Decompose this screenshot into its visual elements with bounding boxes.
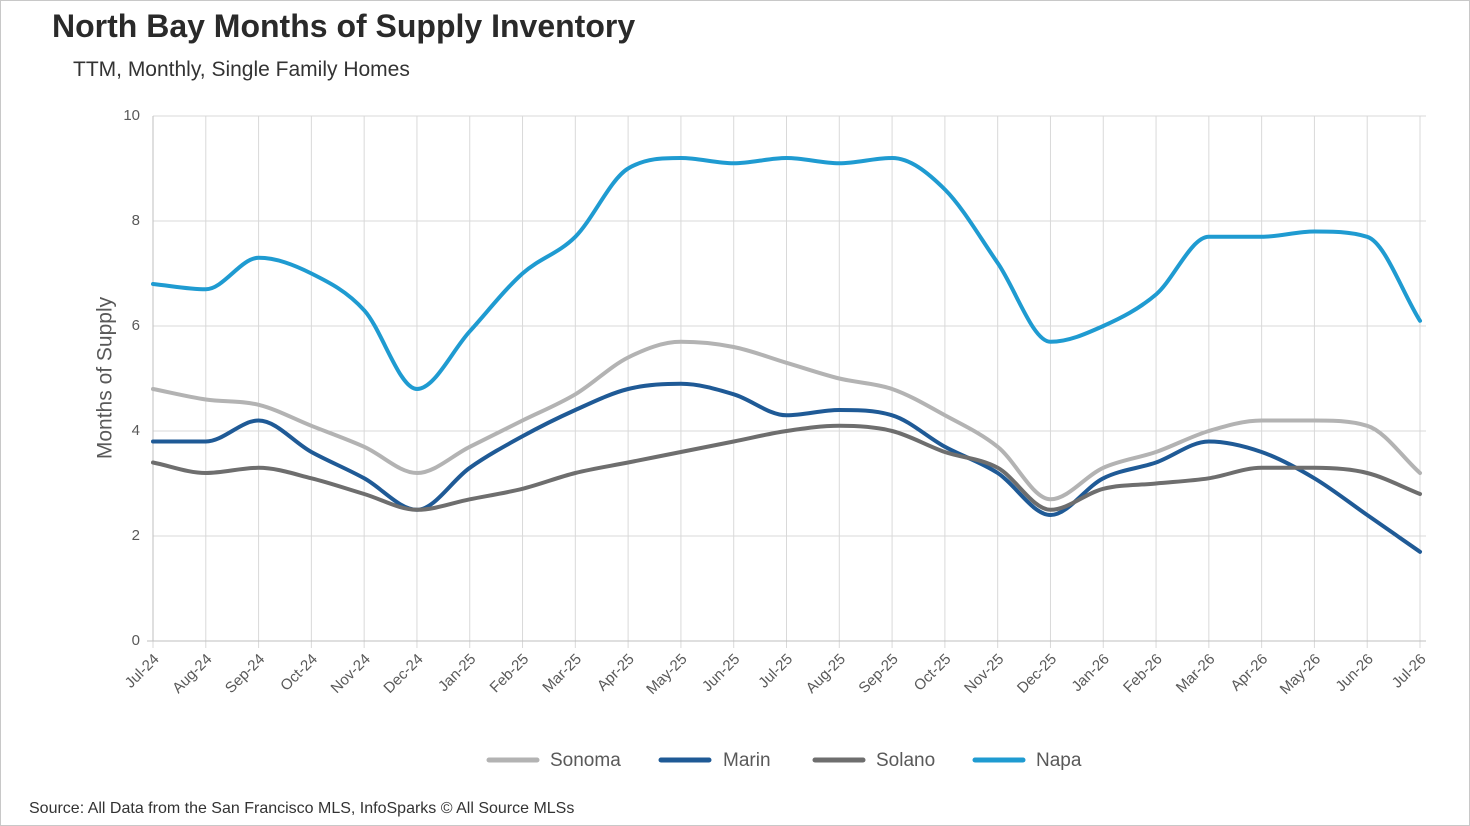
y-tick-label: 0 xyxy=(132,632,140,649)
legend-item-marin: Marin xyxy=(658,750,771,771)
x-tick-label: May-25 xyxy=(643,651,690,698)
x-tick-labels: Jul-24 Aug-24 Sep-24 Oct-24 Nov-24 Dec-24 Jan-… xyxy=(122,651,1430,698)
x-tick-label: Mar-26 xyxy=(1173,651,1219,697)
x-tick-label: Jun-26 xyxy=(1332,651,1376,695)
x-tick-label: Aug-24 xyxy=(169,651,215,697)
x-tick-label: Jun-25 xyxy=(699,651,743,695)
x-tick-label: Feb-26 xyxy=(1120,651,1166,697)
series-line-napa xyxy=(151,156,1422,391)
series-line-solano xyxy=(151,423,1422,512)
legend: Sonoma Marin Solano Napa xyxy=(486,750,1082,771)
axes xyxy=(147,116,1426,642)
series-line-marin xyxy=(151,381,1422,554)
chart-subtitle: TTM, Monthly, Single Family Homes xyxy=(73,58,410,81)
series-lines xyxy=(151,156,1422,554)
legend-item-napa: Napa xyxy=(972,750,1082,771)
x-tick-label: Jul-25 xyxy=(755,651,796,692)
y-tick-label: 4 xyxy=(132,422,140,439)
legend-item-sonoma: Sonoma xyxy=(486,750,621,771)
x-tick-label: Jan-25 xyxy=(435,651,479,695)
x-tick-label: Feb-25 xyxy=(487,651,533,697)
x-tick-label: Sep-24 xyxy=(222,651,268,697)
legend-label: Marin xyxy=(723,750,771,771)
x-tick-label: May-26 xyxy=(1277,651,1324,698)
x-tick-label: Oct-25 xyxy=(911,651,955,695)
legend-item-solano: Solano xyxy=(812,750,935,771)
y-tick-label: 10 xyxy=(123,107,140,124)
x-tick-label: Mar-25 xyxy=(539,651,585,697)
chart-title: North Bay Months of Supply Inventory xyxy=(52,8,636,44)
y-tick-labels: 0 2 4 6 8 10 xyxy=(123,107,140,649)
x-tick-label: Nov-25 xyxy=(961,651,1007,697)
legend-label: Napa xyxy=(1036,750,1082,771)
legend-label: Solano xyxy=(876,750,935,771)
x-tick-label: Nov-24 xyxy=(328,651,374,697)
legend-label: Sonoma xyxy=(550,750,621,771)
chart-source: Source: All Data from the San Francisco … xyxy=(29,800,575,817)
x-tick-label: Dec-24 xyxy=(380,651,426,697)
x-tick-label: Jul-24 xyxy=(122,651,163,692)
x-tick-label: Apr-26 xyxy=(1227,651,1271,695)
grid-lines xyxy=(152,115,1426,648)
y-tick-label: 8 xyxy=(132,212,140,229)
x-tick-label: Oct-24 xyxy=(277,651,321,695)
series-line-sonoma xyxy=(151,339,1422,502)
x-tick-label: Jul-26 xyxy=(1389,651,1430,692)
y-tick-label: 6 xyxy=(132,317,140,334)
x-tick-label: Sep-25 xyxy=(855,651,901,697)
x-tick-label: Dec-25 xyxy=(1014,651,1060,697)
y-axis-label: Months of Supply xyxy=(94,296,117,459)
x-tick-label: Aug-25 xyxy=(803,651,849,697)
x-tick-label: Jan-26 xyxy=(1068,651,1112,695)
x-tick-label: Apr-25 xyxy=(594,651,638,695)
y-tick-label: 2 xyxy=(132,527,140,544)
